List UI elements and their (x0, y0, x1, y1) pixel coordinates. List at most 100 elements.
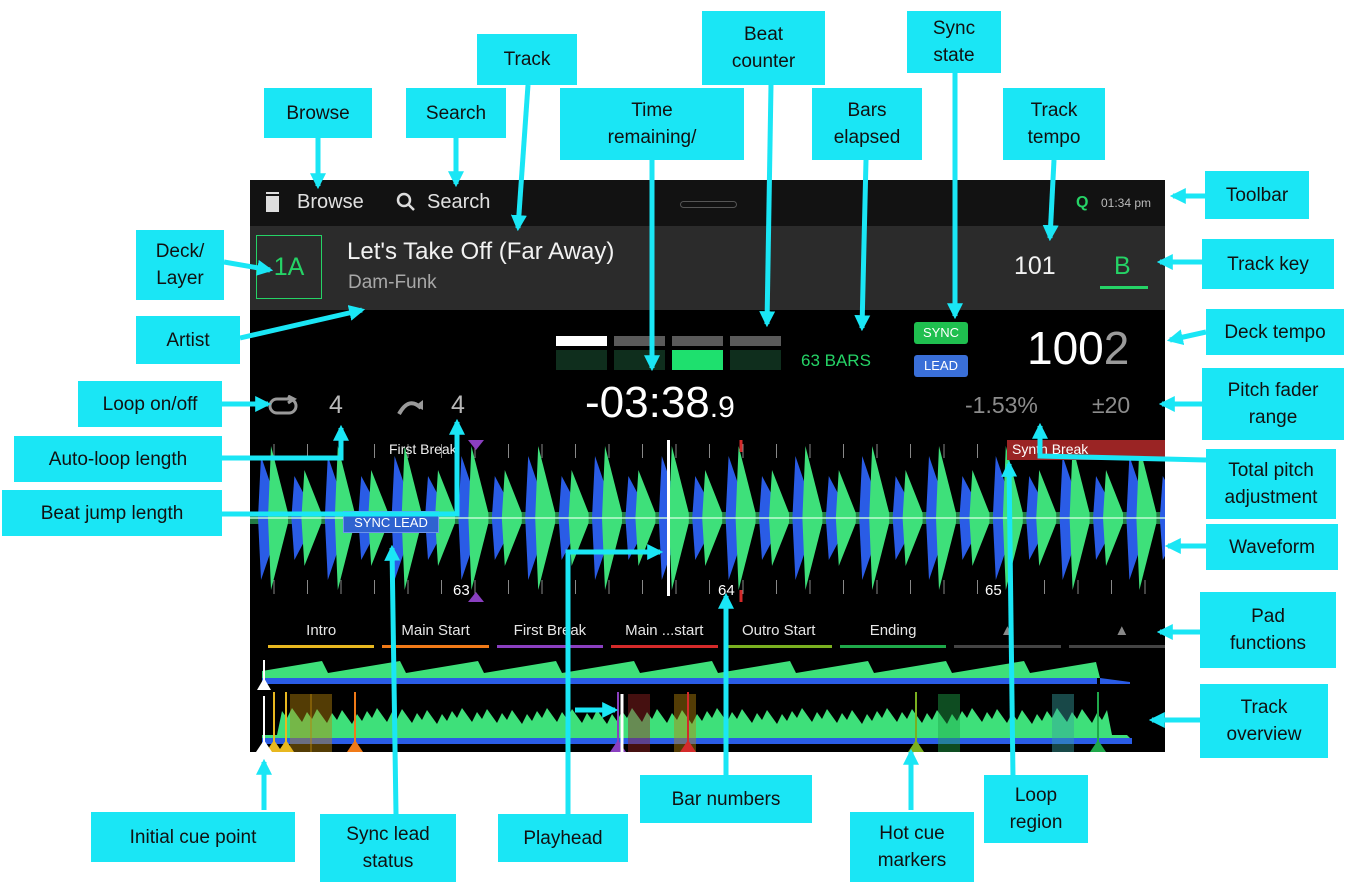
overview-zoom-cue (257, 678, 271, 690)
overview-zoom-tail (1100, 678, 1130, 684)
toolbar: Browse Search Q 01:34 pm (250, 180, 1165, 226)
hot-cue-marker (278, 740, 294, 752)
bar-number-65: 65 (985, 582, 1002, 599)
beat-2 (614, 336, 665, 346)
callout-hot-cue-markers: Hot cue markers (850, 812, 974, 882)
lead-badge[interactable]: LEAD (914, 355, 968, 377)
pad-color-bar (268, 645, 375, 648)
callout-bars-elapsed: Bars elapsed (812, 88, 922, 160)
deck-layer-indicator[interactable]: 1A (256, 235, 322, 299)
pad-6[interactable]: Ending (839, 618, 947, 652)
pad-7[interactable]: ▲ (954, 618, 1061, 652)
overview-loop-region (310, 694, 332, 752)
sync-lead-tag: SYNC LEAD (343, 511, 439, 533)
hot-cue-marker (347, 740, 363, 752)
callout-pitch-fader-range: Pitch fader range (1202, 368, 1344, 440)
overview-loop-region (290, 694, 312, 752)
bar-1 (556, 350, 607, 370)
callout-search: Search (406, 88, 506, 138)
beat-jump-length[interactable]: 4 (451, 391, 465, 419)
sync-badge[interactable]: SYNC (914, 322, 968, 344)
pad-label: ▲ (1114, 622, 1130, 639)
pad-label: Main Start (401, 622, 470, 639)
pad-color-bar (954, 645, 1061, 648)
beat-3 (672, 336, 723, 346)
callout-waveform: Waveform (1206, 524, 1338, 570)
deck-tempo-decimal: 2 (1103, 322, 1130, 374)
callout-loop-onoff: Loop on/off (78, 381, 222, 427)
cue-label-synth-break: Synth Break (1012, 441, 1089, 457)
pad-8[interactable]: ▲ (1068, 618, 1165, 652)
playhead (667, 440, 670, 596)
device-screen: Browse Search Q 01:34 pm 1A Let's Take O… (250, 180, 1165, 752)
arrow-deck-tempo (1166, 329, 1207, 346)
hot-cue-marker (1090, 740, 1106, 752)
overview-zoom-peaks (262, 661, 1100, 678)
search-label: Search (427, 191, 491, 213)
beat-counter (556, 336, 786, 370)
loop-icon[interactable] (268, 394, 300, 417)
callout-track-overview: Track overview (1200, 684, 1328, 758)
callout-browse: Browse (264, 88, 372, 138)
callout-initial-cue-point: Initial cue point (91, 812, 295, 862)
overview-graph (256, 660, 1132, 752)
pad-5[interactable]: Outro Start (725, 618, 832, 652)
bar-3 (672, 350, 723, 370)
callout-time-remaining: Time remaining/ (560, 88, 744, 160)
pad-label: ▲ (1000, 622, 1015, 639)
overview-band (262, 738, 1132, 744)
drag-handle[interactable] (680, 201, 737, 208)
deck-tempo-main: 100 (1027, 322, 1104, 374)
search-icon (396, 192, 416, 214)
overview-peaks (262, 708, 1130, 738)
pad-label: Ending (869, 622, 917, 639)
pad-color-bar (382, 645, 489, 648)
browse-label: Browse (297, 191, 364, 213)
callout-bar-numbers: Bar numbers (640, 775, 812, 823)
pitch-adjust: -1.53% (965, 392, 1038, 418)
overview-loop-region (1052, 694, 1074, 752)
auto-loop-length[interactable]: 4 (329, 391, 343, 419)
pad-color-bar (611, 645, 718, 648)
bar-4 (730, 350, 781, 370)
cue-label-first-break: First Break (389, 441, 457, 457)
track-tempo: 101 (1014, 252, 1056, 280)
pad-4[interactable]: Main ...start (611, 618, 718, 652)
overview-loop-region (628, 694, 650, 752)
beat-jump-icon[interactable] (395, 394, 427, 416)
initial-cue-marker (256, 740, 272, 752)
callout-deck-layer: Deck/ Layer (136, 230, 224, 300)
time-remaining[interactable]: -03:38.9 (585, 378, 735, 428)
callout-sync-state: Sync state (907, 11, 1001, 73)
callout-playhead: Playhead (498, 814, 628, 862)
beat-4 (730, 336, 781, 346)
pitch-range[interactable]: ±20 (1092, 392, 1131, 418)
cue-marker-purple (468, 440, 484, 450)
deck-layer-label: 1A (273, 252, 305, 281)
time-main: -03:38 (585, 378, 710, 427)
pad-1[interactable]: Intro (268, 618, 375, 652)
cue-marker-purple-bottom (468, 592, 484, 602)
track-overview[interactable] (250, 656, 1165, 752)
beat-1 (556, 336, 607, 346)
callout-track: Track (477, 34, 577, 85)
quantize-indicator[interactable]: Q (1076, 194, 1089, 211)
library-icon (266, 192, 279, 212)
track-info-bar: 1A Let's Take Off (Far Away) Dam-Funk 10… (250, 226, 1165, 310)
pad-functions: Intro Main Start First Break Main ...start O… (250, 618, 1165, 652)
pad-color-bar (1068, 645, 1165, 648)
pad-color-bar (839, 645, 947, 648)
overview-loop-region (938, 694, 960, 752)
time-tenths: .9 (709, 391, 735, 424)
waveform[interactable]: First Break Synth Break SYNC LEAD 63 64 … (250, 440, 1165, 602)
track-title: Let's Take Off (Far Away) (347, 238, 615, 265)
hot-cue-marker (680, 740, 696, 752)
track-artist: Dam-Funk (348, 272, 437, 293)
pad-3[interactable]: First Break (496, 618, 604, 652)
callout-loop-region: Loop region (984, 775, 1088, 843)
clock: 01:34 pm (1101, 196, 1152, 210)
callout-total-pitch-adjustment: Total pitch adjustment (1206, 449, 1336, 519)
callout-deck-tempo: Deck tempo (1206, 309, 1344, 355)
pad-label: Intro (306, 622, 337, 639)
pad-2[interactable]: Main Start (382, 618, 489, 652)
